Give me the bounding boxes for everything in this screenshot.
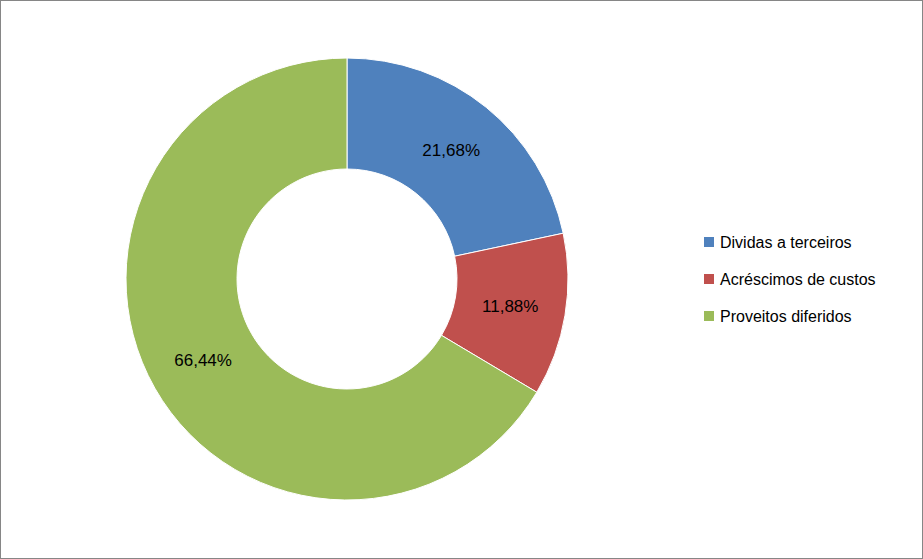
plot xyxy=(126,58,568,500)
data-label: 66,44% xyxy=(174,351,232,370)
legend-swatch xyxy=(704,311,714,321)
legend-label: Acréscimos de custos xyxy=(720,271,876,288)
legend: Dividas a terceiros Acréscimos de custos P… xyxy=(704,234,876,325)
chart: 21,68% 11,88% 66,44% Dividas a terceiros Acr… xyxy=(0,0,923,559)
data-label: 11,88% xyxy=(482,297,538,316)
legend-label: Dividas a terceiros xyxy=(720,234,852,251)
legend-swatch xyxy=(704,274,714,284)
legend-item: Acréscimos de custos xyxy=(704,271,876,288)
legend-item: Proveitos diferidos xyxy=(704,308,852,325)
slice xyxy=(126,58,537,500)
data-label: 21,68% xyxy=(422,141,480,160)
chart-frame xyxy=(1,1,923,559)
slice xyxy=(347,58,563,256)
legend-label: Proveitos diferidos xyxy=(720,308,852,325)
legend-item: Dividas a terceiros xyxy=(704,234,852,251)
data-labels: 21,68% 11,88% 66,44% xyxy=(174,141,538,370)
legend-swatch xyxy=(704,237,714,247)
